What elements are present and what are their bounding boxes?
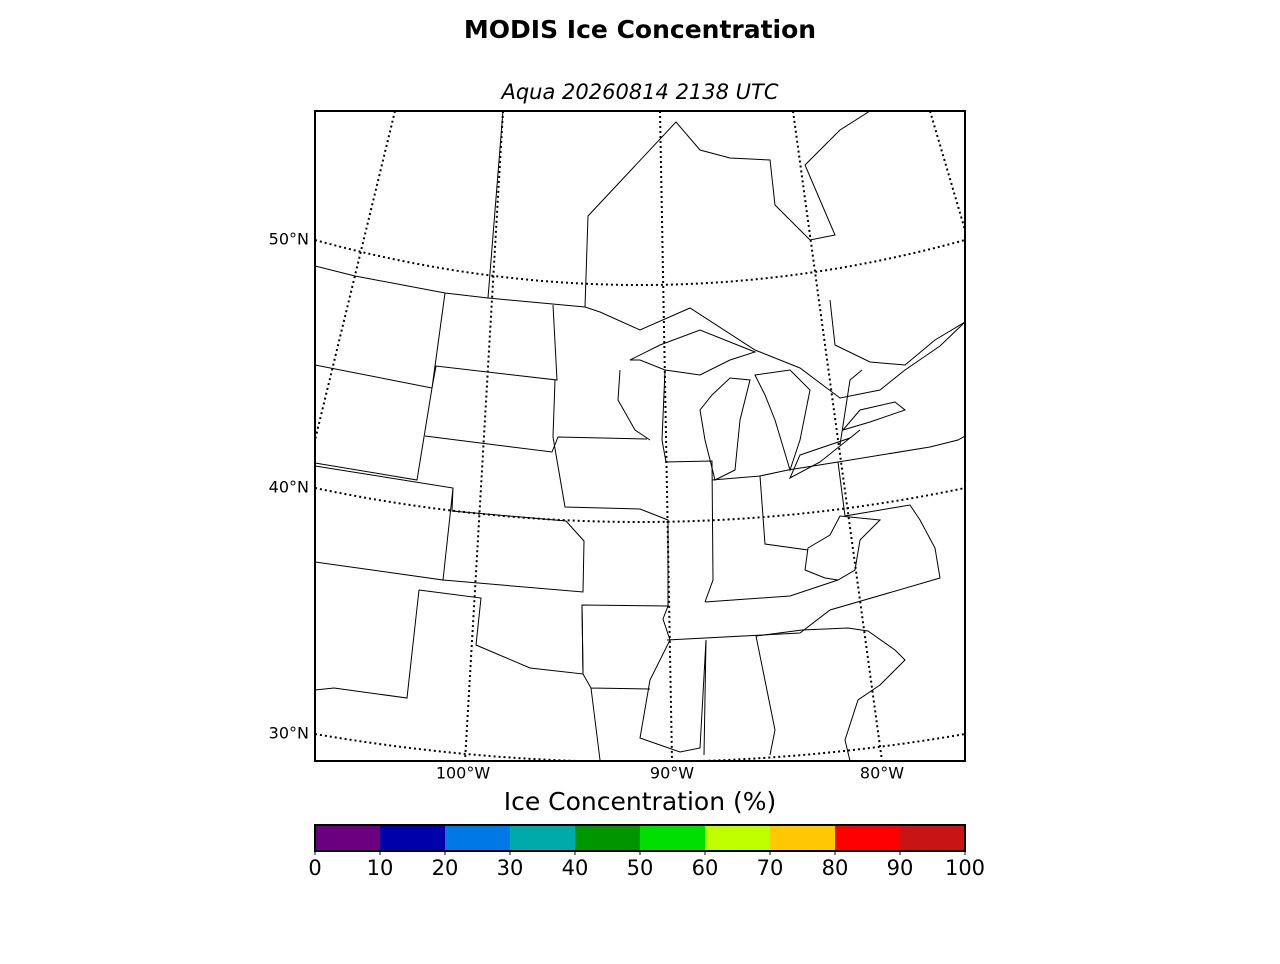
lat-label: 30°N [269,724,309,743]
colorbar-tick-label: 10 [367,856,394,880]
borders [315,111,965,761]
lat-label: 40°N [269,478,309,497]
map-frame [314,110,966,762]
lon-label: 100°W [436,764,491,783]
colorbar-tick-label: 50 [627,856,654,880]
colorbar-segment [705,825,770,851]
colorbar-tick-label: 80 [822,856,849,880]
title: MODIS Ice Concentration [464,15,816,44]
colorbar-label: Ice Concentration (%) [504,787,777,816]
colorbar-segment [835,825,900,851]
colorbar-tick-label: 30 [497,856,524,880]
colorbar-tick-label: 20 [432,856,459,880]
colorbar-segment [575,825,640,851]
colorbar-tick-label: 100 [945,856,985,880]
map [315,111,965,761]
subtitle: Aqua 20260814 2138 UTC [499,80,778,104]
colorbar-tick-label: 60 [692,856,719,880]
colorbar-tick-label: 90 [887,856,914,880]
colorbar-tick-label: 0 [308,856,321,880]
colorbar-segment [900,825,965,851]
colorbar-segment [445,825,510,851]
colorbar-segment [640,825,705,851]
graticule [315,111,965,761]
colorbar-tick-label: 70 [757,856,784,880]
colorbar-tick-label: 40 [562,856,589,880]
colorbar-segment [770,825,835,851]
colorbar-segment [380,825,445,851]
lat-label: 50°N [269,230,309,249]
lon-label: 80°W [860,764,904,783]
colorbar-segment [315,825,380,851]
colorbar-segment [510,825,575,851]
lon-label: 90°W [650,764,694,783]
colorbar: 0 10 20 30 40 50 60 70 80 90 100 [308,824,985,880]
